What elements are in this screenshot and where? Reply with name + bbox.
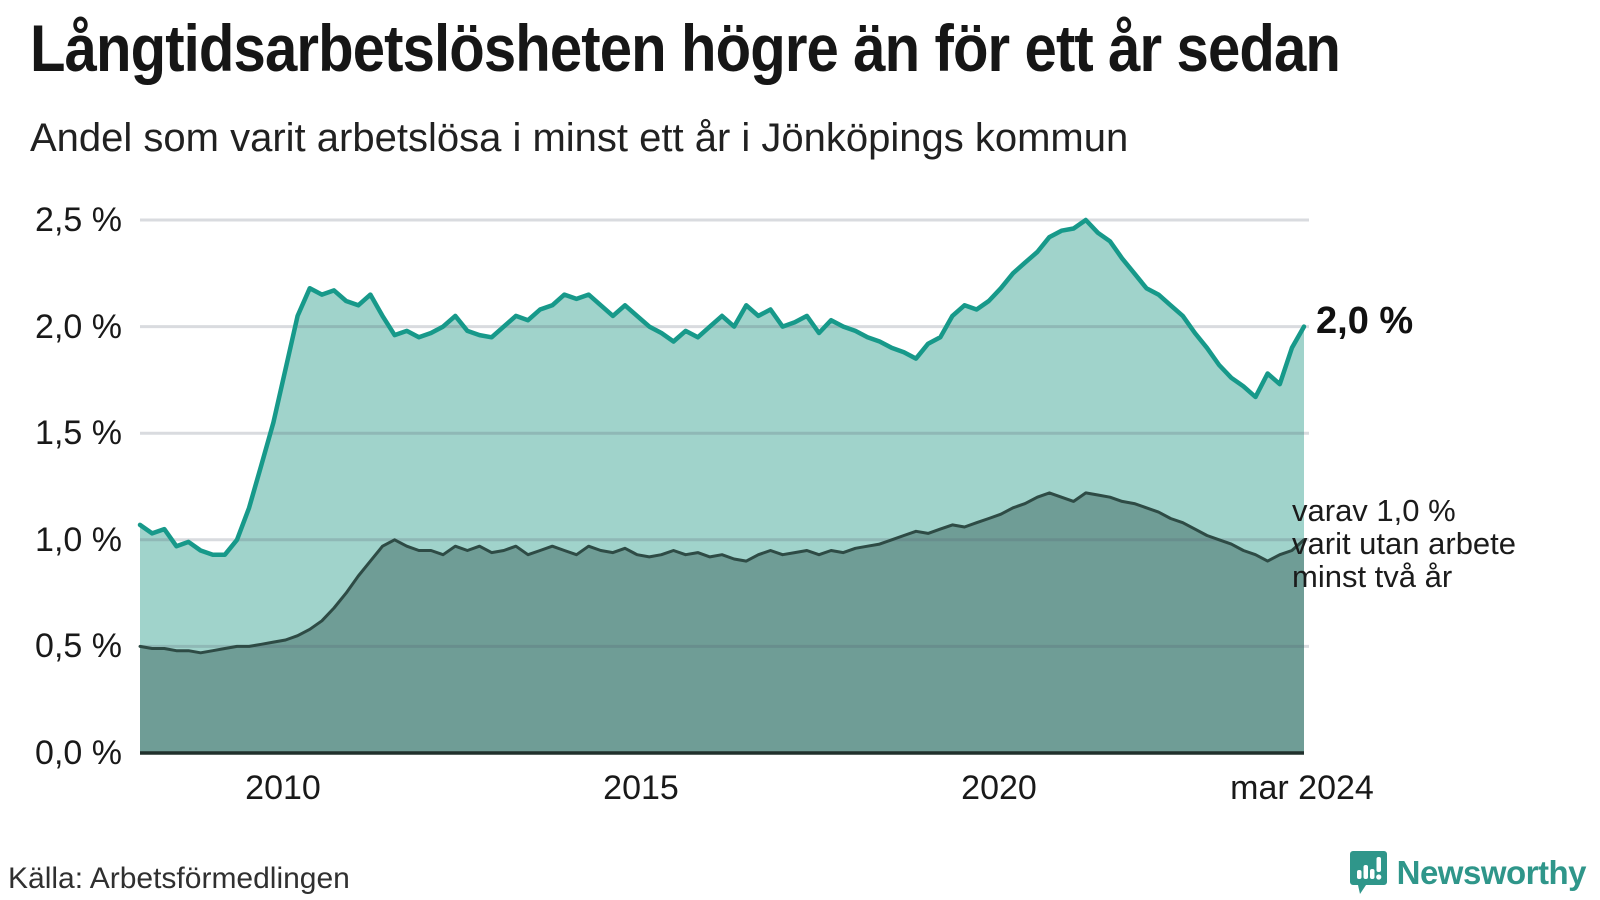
- chart-subtitle: Andel som varit arbetslösa i minst ett å…: [30, 116, 1129, 160]
- x-tick-2010: 2010: [245, 769, 321, 807]
- annotation-line-2: varit utan arbete: [1292, 526, 1517, 561]
- y-tick-2-5: 2,5 %: [35, 201, 122, 239]
- x-tick-2020: 2020: [961, 769, 1037, 807]
- series-total-end-label: 2,0 %: [1316, 300, 1414, 342]
- x-tick-2015: 2015: [603, 769, 679, 807]
- x-tick-mar-2024: mar 2024: [1230, 769, 1374, 807]
- brand-logo: Newsworthy: [1349, 850, 1587, 896]
- source-note: Källa: Arbetsförmedlingen: [8, 862, 350, 895]
- y-tick-1-5: 1,5 %: [35, 414, 122, 452]
- series-two-years-end-label: varav 1,0 % varit utan arbete minst två …: [1292, 494, 1516, 593]
- page-title: Långtidsarbetslösheten högre än för ett …: [30, 11, 1341, 85]
- brand-wordmark: Newsworthy: [1396, 854, 1587, 891]
- y-tick-1-0: 1,0 %: [35, 521, 122, 559]
- y-tick-0-5: 0,5 %: [35, 627, 122, 665]
- annotation-line-3: minst två år: [1292, 559, 1453, 594]
- y-tick-0-0: 0,0 %: [35, 734, 122, 772]
- newsworthy-icon: [1349, 851, 1387, 894]
- y-tick-2-0: 2,0 %: [35, 308, 122, 346]
- annotation-line-1: varav 1,0 %: [1292, 493, 1456, 528]
